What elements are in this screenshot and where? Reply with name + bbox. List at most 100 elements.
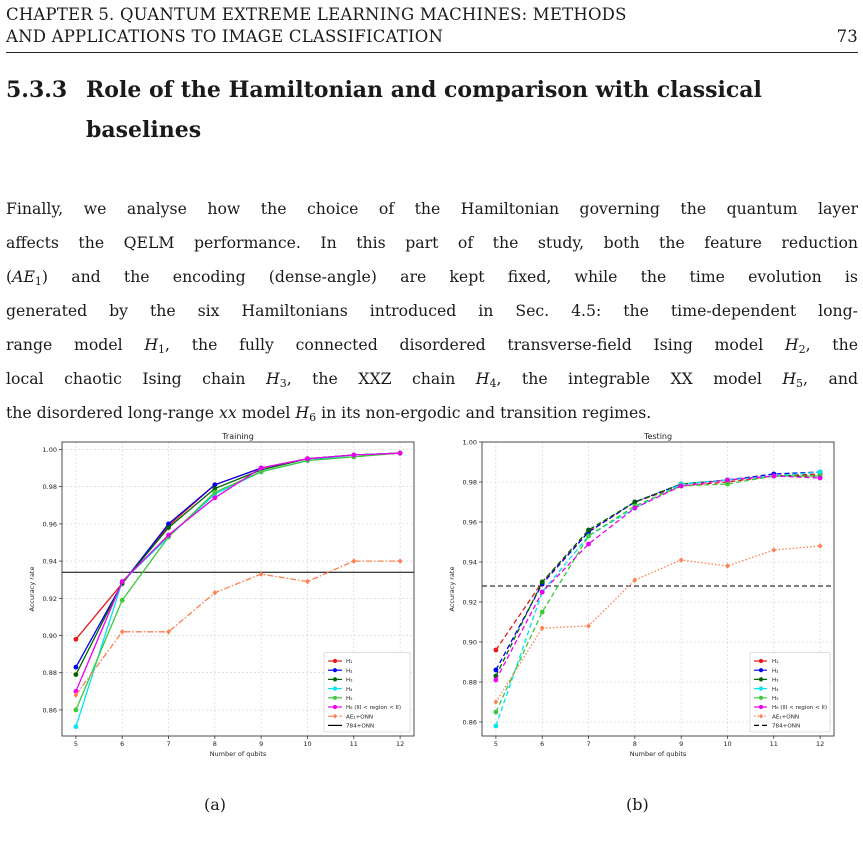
legend-marker bbox=[332, 677, 338, 682]
y-tick-label: 0.86 bbox=[43, 706, 57, 714]
series-h3 bbox=[493, 473, 823, 679]
legend-label: H₁ bbox=[772, 659, 778, 665]
x-tick-label: 8 bbox=[213, 740, 217, 748]
paragraph-line: the disordered long-range xx model H6 in… bbox=[6, 403, 652, 424]
data-point bbox=[73, 664, 79, 670]
data-point bbox=[166, 525, 171, 530]
y-tick-label: 1.00 bbox=[463, 439, 477, 447]
data-point bbox=[725, 481, 730, 487]
x-tick-label: 6 bbox=[540, 740, 544, 748]
legend-marker bbox=[332, 668, 338, 673]
legend-marker bbox=[758, 704, 764, 710]
data-point bbox=[258, 465, 264, 471]
legend-item: H₆ (III < region < II) bbox=[328, 704, 401, 711]
data-point bbox=[351, 452, 357, 458]
legend-item: H₄ bbox=[328, 686, 353, 693]
data-point bbox=[166, 521, 171, 527]
paragraph-line: local chaotic Ising chain H3, the XXZ ch… bbox=[6, 369, 858, 390]
y-tick-label: 0.92 bbox=[43, 595, 57, 603]
legend-item: H₃ bbox=[754, 677, 778, 684]
data-point bbox=[817, 475, 823, 481]
legend-box bbox=[323, 652, 411, 733]
data-point bbox=[305, 456, 310, 462]
legend-item: H₂ bbox=[754, 668, 778, 674]
data-point bbox=[586, 527, 591, 533]
y-tick-label: 0.98 bbox=[463, 479, 477, 487]
data-point bbox=[817, 469, 823, 475]
x-tick-label: 12 bbox=[816, 740, 824, 748]
legend-item: AE₁+ONN bbox=[328, 713, 373, 720]
legend-label: H₆ (III < region < II) bbox=[772, 705, 827, 711]
caption-b: (b) bbox=[626, 795, 649, 814]
legend-marker bbox=[758, 686, 764, 691]
plot-frame bbox=[61, 441, 415, 737]
y-axis-label: Accuracy rate bbox=[448, 567, 456, 612]
x-tick-label: 6 bbox=[120, 740, 124, 748]
data-point bbox=[212, 589, 218, 596]
data-point bbox=[493, 677, 499, 683]
y-tick-label: 0.94 bbox=[43, 558, 57, 566]
data-point bbox=[539, 625, 545, 631]
y-tick-label: 0.90 bbox=[463, 639, 477, 647]
data-point bbox=[212, 495, 218, 501]
legend-item: 784+ONN bbox=[328, 724, 374, 730]
legend-label: H₄ bbox=[346, 687, 353, 693]
legend-item: H₂ bbox=[328, 668, 352, 674]
data-point bbox=[725, 477, 730, 483]
data-point bbox=[493, 699, 499, 705]
data-point bbox=[771, 547, 777, 553]
data-point bbox=[632, 505, 638, 511]
section-heading: 5.3.3 Role of the Hamiltonian and compari… bbox=[6, 70, 862, 150]
legend-marker bbox=[758, 658, 764, 664]
legend-item: H₆ (III < region < II) bbox=[754, 704, 827, 711]
caption-a: (a) bbox=[204, 795, 227, 814]
x-tick-label: 9 bbox=[259, 740, 263, 748]
data-point bbox=[586, 541, 591, 547]
legend-box bbox=[749, 652, 831, 733]
x-tick-label: 5 bbox=[74, 740, 78, 748]
legend-label: 784+ONN bbox=[772, 724, 800, 730]
x-tick-label: 8 bbox=[633, 740, 637, 748]
legend-marker bbox=[333, 713, 337, 719]
testing-chart-svg: Testing 0.86 0.88 0.90 0.92 0.94 0.96 0.98 1.00 5… bbox=[448, 432, 835, 758]
series-h6 bbox=[493, 473, 823, 683]
y-tick-label: 0.86 bbox=[463, 719, 477, 727]
data-point bbox=[351, 558, 357, 564]
data-point bbox=[258, 571, 264, 577]
header-rule bbox=[6, 52, 858, 53]
data-point bbox=[73, 692, 79, 698]
x-tick-label: 9 bbox=[679, 740, 683, 748]
legend-marker bbox=[332, 658, 338, 664]
legend-item: H₄ bbox=[754, 686, 779, 693]
series-line bbox=[75, 452, 401, 711]
data-point bbox=[397, 558, 403, 564]
data-point bbox=[258, 469, 264, 475]
section-title-line-1: Role of the Hamiltonian and comparison w… bbox=[86, 77, 762, 103]
x-tick-label: 7 bbox=[586, 740, 590, 748]
legend-item: H₃ bbox=[328, 677, 352, 684]
legend-marker bbox=[332, 704, 338, 710]
x-axis-label: Number of qubits bbox=[210, 750, 267, 758]
y-tick-label: 0.92 bbox=[463, 599, 477, 607]
series-line bbox=[75, 560, 401, 696]
series-line bbox=[495, 475, 821, 677]
series-ae1-onn bbox=[493, 543, 823, 705]
chart-title: Testing bbox=[643, 432, 672, 441]
data-point bbox=[166, 628, 171, 635]
data-point bbox=[817, 543, 823, 549]
training-chart-svg: Training 0.86 0.88 0.90 0.92 0.94 0.96 0.98 1.00… bbox=[28, 432, 415, 758]
paragraph-line: affects the QELM performance. In this pa… bbox=[6, 233, 858, 252]
data-point bbox=[73, 636, 79, 642]
legend-item: H₅ bbox=[328, 695, 352, 702]
header-line-2: AND APPLICATIONS TO IMAGE CLASSIFICATION bbox=[6, 27, 444, 46]
data-point bbox=[212, 486, 218, 491]
legend-label: AE₁+ONN bbox=[346, 714, 373, 720]
data-point bbox=[305, 578, 310, 585]
y-tick-label: 0.88 bbox=[463, 679, 477, 687]
data-point bbox=[119, 597, 125, 603]
y-tick-label: 0.96 bbox=[43, 520, 57, 528]
legend: H₁ H₂ H₃ H₄ H₅ H₆ (III < region < II) AE₁+ONN 7… bbox=[323, 652, 411, 733]
x-tick-label: 7 bbox=[166, 740, 170, 748]
legend-label: H₆ (III < region < II) bbox=[346, 705, 401, 711]
legend-label: H₂ bbox=[346, 668, 352, 674]
